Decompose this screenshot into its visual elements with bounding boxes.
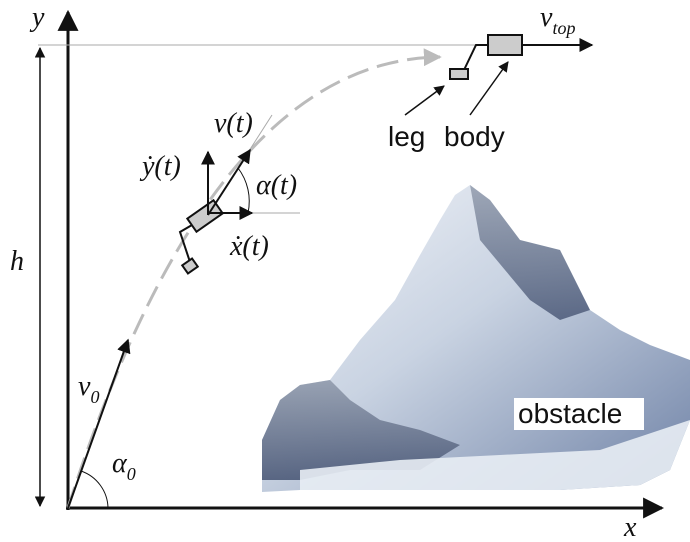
symbol: v — [540, 2, 553, 33]
top-velocity-label: vtop — [540, 2, 575, 38]
subscript: 0 — [90, 387, 99, 407]
symbol: α — [112, 448, 128, 479]
vertical-velocity-label: ẏ(t) — [139, 151, 181, 182]
horizontal-velocity-label: ẋ(t) — [229, 231, 269, 262]
velocity-label: v(t) — [214, 108, 253, 139]
launch-angle-arc — [81, 471, 108, 508]
x-axis-label: x — [623, 512, 637, 542]
subscript: 0 — [127, 464, 136, 484]
leg-label: leg — [388, 121, 425, 152]
body-label: body — [444, 121, 505, 152]
symbol: v — [78, 371, 91, 402]
robot-top — [405, 35, 592, 115]
y-axis-label: y — [29, 2, 45, 33]
obstacle-label: obstacle — [518, 398, 622, 429]
launch-angle-label: α0 — [112, 448, 136, 484]
angle-label: α(t) — [256, 170, 297, 201]
diagram: y x h v0 α0 v(t) ẏ(t) ẋ(t) α(t) vtop leg… — [0, 0, 690, 542]
initial-velocity-label: v0 — [78, 371, 99, 407]
mountain — [262, 185, 690, 492]
height-label: h — [10, 246, 24, 277]
subscript: top — [552, 18, 575, 38]
